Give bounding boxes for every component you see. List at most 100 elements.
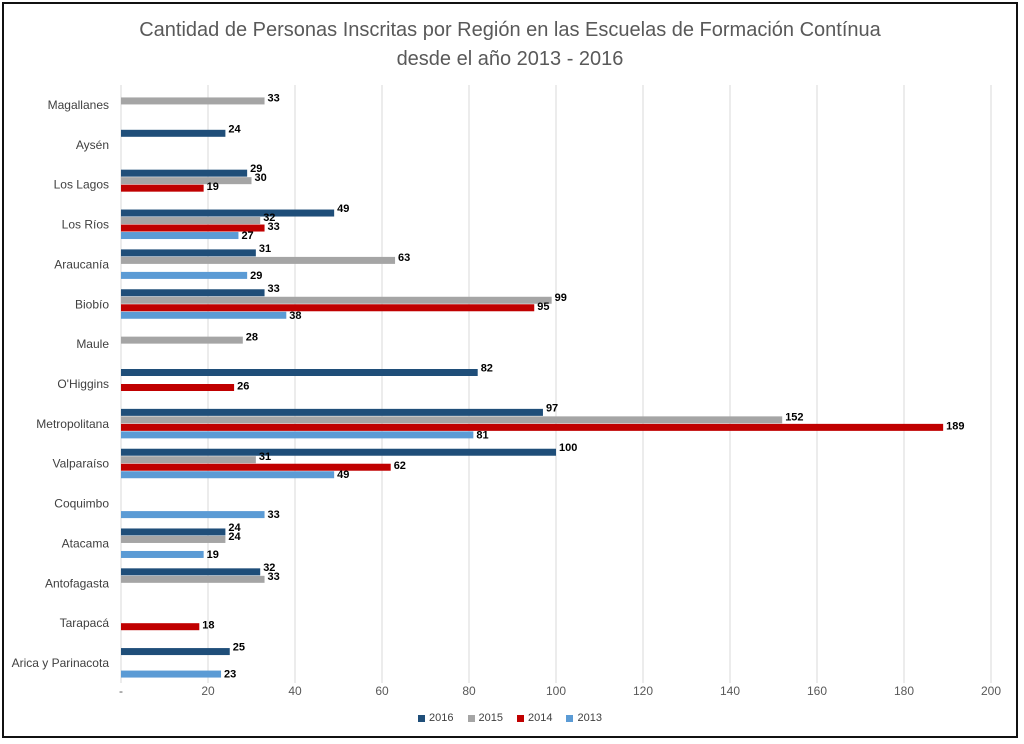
- category-labels: Magallanes Aysén Los Lagos Los Ríos Araucaní…: [12, 98, 110, 670]
- data-label: 19: [207, 181, 219, 193]
- data-label: 49: [337, 469, 349, 481]
- data-label: 24: [228, 531, 241, 543]
- legend-item-2016: 2016: [418, 712, 454, 724]
- bar-2016: [121, 568, 261, 576]
- legend-label: 2013: [577, 712, 602, 724]
- data-labels: 3324293019493233273163293399953828822697…: [202, 92, 964, 680]
- x-tick-label: -: [119, 684, 123, 698]
- bar-2015: [121, 575, 265, 583]
- bar-2015: [121, 416, 783, 424]
- data-label: 81: [476, 429, 488, 441]
- category-label: Valparaíso: [53, 457, 110, 471]
- data-label: 33: [268, 509, 280, 521]
- chart-legend: 2016 2015 2014 2013: [0, 712, 1020, 724]
- bar-2016: [121, 249, 256, 257]
- data-label: 62: [394, 460, 406, 472]
- bar-2013: [121, 550, 204, 558]
- bar-2015: [121, 256, 396, 264]
- category-label: Atacama: [62, 536, 110, 550]
- data-label: 28: [246, 332, 258, 344]
- data-label: 33: [268, 571, 280, 583]
- x-tick-label: 140: [720, 684, 740, 698]
- bar-2014: [121, 384, 235, 391]
- data-label: 23: [224, 669, 236, 681]
- data-label: 19: [207, 549, 219, 561]
- bar-2014: [121, 623, 200, 631]
- data-label: 97: [546, 402, 558, 414]
- bar-2016: [121, 129, 226, 137]
- x-tick-label: 60: [375, 684, 389, 698]
- x-tick-label: 120: [633, 684, 653, 698]
- bar-2015: [121, 336, 243, 344]
- data-label: 31: [259, 243, 271, 255]
- bar-2016: [121, 528, 226, 536]
- bar-2016: [121, 648, 230, 656]
- category-label: Biobío: [75, 297, 109, 311]
- x-tick-label: 160: [807, 684, 827, 698]
- bar-2013: [121, 271, 248, 279]
- data-label: 32: [263, 562, 275, 574]
- bar-2015: [121, 97, 265, 105]
- data-label: 33: [268, 92, 280, 104]
- x-tick-label: 180: [894, 684, 914, 698]
- x-tick-label: 40: [288, 684, 302, 698]
- bar-2015: [121, 456, 256, 464]
- legend-swatch: [467, 714, 475, 722]
- data-label: 32: [263, 212, 275, 224]
- data-label: 25: [233, 642, 245, 654]
- bar-2013: [121, 431, 474, 439]
- data-label: 33: [268, 221, 280, 233]
- chart-title-line-2: desde el año 2013 - 2016: [396, 48, 624, 70]
- bar-2015: [121, 177, 252, 185]
- bar-2016: [121, 448, 556, 456]
- data-label: 49: [337, 203, 349, 215]
- x-tick-label: 200: [981, 684, 1001, 698]
- bars: [121, 97, 944, 678]
- bar-2015: [121, 535, 226, 543]
- legend-label: 2015: [478, 712, 503, 724]
- bar-2014: [121, 423, 944, 431]
- data-label: 24: [228, 522, 241, 534]
- bar-2016: [121, 369, 478, 376]
- category-label: Metropolitana: [36, 417, 109, 431]
- grid-lines: [120, 85, 992, 683]
- category-label: Tarapacá: [60, 616, 110, 630]
- category-label: Antofagasta: [45, 576, 109, 590]
- category-label: Arica y Parinacota: [12, 656, 110, 670]
- bar-2014: [121, 463, 391, 471]
- data-label: 100: [559, 442, 577, 454]
- legend-item-2014: 2014: [517, 712, 552, 724]
- legend-label: 2016: [429, 712, 454, 724]
- x-axis-tick-labels: - 20 40 60 80 100 120 140 160 180 200: [119, 684, 1001, 698]
- category-label: Los Lagos: [54, 178, 109, 192]
- bar-2013: [121, 670, 222, 678]
- bar-2016: [121, 209, 335, 217]
- data-label: 26: [237, 381, 249, 393]
- data-label: 30: [255, 172, 267, 184]
- bar-2013: [121, 232, 239, 240]
- legend-item-2015: 2015: [467, 712, 503, 724]
- category-label: Maule: [76, 337, 109, 351]
- bar-2016: [121, 169, 248, 177]
- data-label: 33: [268, 283, 280, 295]
- bar-2016: [121, 289, 265, 297]
- category-label: O'Higgins: [57, 377, 109, 391]
- bar-2013: [121, 471, 335, 479]
- data-label: 18: [202, 620, 214, 632]
- data-label: 63: [398, 252, 410, 264]
- legend-swatch: [418, 714, 426, 722]
- data-label: 27: [241, 230, 253, 242]
- bar-2014: [121, 184, 204, 192]
- bar-chart: 3324293019493233273163293399953828822697…: [12, 85, 1001, 698]
- bar-2013: [121, 311, 287, 319]
- data-label: 24: [228, 123, 241, 135]
- legend-swatch: [517, 714, 524, 722]
- bar-2014: [121, 224, 265, 232]
- data-label: 95: [537, 301, 549, 313]
- x-tick-label: 20: [201, 684, 215, 698]
- data-label: 82: [481, 363, 493, 375]
- chart-title: Cantidad de Personas Inscritas por Regió…: [0, 16, 1020, 74]
- data-label: 38: [289, 310, 301, 322]
- legend-item-2013: 2013: [566, 712, 602, 724]
- data-label: 29: [250, 163, 262, 175]
